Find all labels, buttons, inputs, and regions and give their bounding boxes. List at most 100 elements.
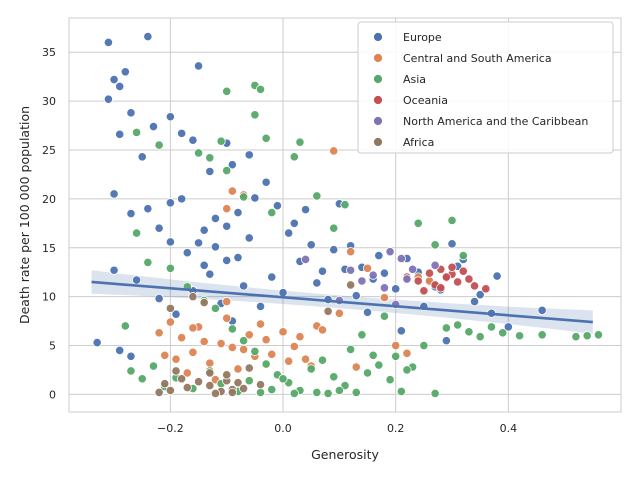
point-asia bbox=[334, 385, 344, 396]
point-asia bbox=[267, 207, 277, 218]
point-asia bbox=[143, 257, 153, 268]
point-europe bbox=[441, 336, 451, 346]
y-tick-label: 35 bbox=[42, 46, 56, 59]
point-europe bbox=[205, 269, 215, 279]
point-europe bbox=[115, 129, 125, 139]
point-central-and-south-america bbox=[289, 341, 299, 352]
point-europe bbox=[199, 225, 209, 235]
point-africa bbox=[160, 379, 170, 389]
point-europe bbox=[362, 307, 373, 317]
point-asia bbox=[137, 374, 147, 384]
point-europe bbox=[205, 166, 215, 177]
point-europe bbox=[154, 223, 164, 233]
point-europe bbox=[300, 205, 311, 215]
point-north-america-and-the-caribbean bbox=[368, 270, 378, 280]
point-africa bbox=[244, 363, 254, 373]
point-asia bbox=[120, 321, 130, 331]
point-europe bbox=[92, 337, 102, 348]
point-central-and-south-america bbox=[205, 358, 215, 368]
point-europe bbox=[193, 238, 204, 248]
point-europe bbox=[306, 240, 316, 250]
point-europe bbox=[177, 194, 187, 204]
point-central-and-south-america bbox=[216, 338, 226, 349]
legend-box bbox=[357, 21, 614, 154]
y-tick-label: 5 bbox=[49, 340, 56, 353]
point-europe bbox=[475, 290, 485, 300]
point-asia bbox=[261, 133, 271, 143]
x-axis-label: Generosity bbox=[311, 447, 379, 462]
legend-marker-north-america-and-the-caribbean bbox=[373, 116, 383, 126]
point-asia bbox=[464, 327, 474, 337]
point-asia bbox=[165, 263, 175, 273]
point-asia bbox=[447, 215, 457, 225]
point-europe bbox=[227, 160, 237, 170]
point-asia bbox=[250, 110, 260, 120]
point-africa bbox=[205, 381, 215, 391]
legend-label-oceania: Oceania bbox=[403, 94, 448, 107]
point-europe bbox=[391, 284, 401, 294]
point-oceania bbox=[436, 283, 446, 293]
point-asia bbox=[362, 368, 373, 378]
y-tick-label: 0 bbox=[49, 388, 56, 401]
point-europe bbox=[109, 189, 119, 199]
point-north-america-and-the-caribbean bbox=[385, 247, 395, 257]
point-europe bbox=[137, 152, 147, 162]
point-europe bbox=[148, 121, 159, 132]
point-asia bbox=[453, 320, 463, 330]
point-africa bbox=[177, 374, 187, 384]
point-asia bbox=[357, 330, 367, 340]
legend-marker-africa bbox=[373, 137, 383, 147]
point-africa bbox=[205, 368, 215, 378]
point-oceania bbox=[453, 277, 463, 287]
point-asia bbox=[131, 127, 142, 137]
point-africa bbox=[222, 370, 232, 380]
point-asia bbox=[126, 366, 136, 376]
y-tick-label: 25 bbox=[42, 144, 56, 157]
point-asia bbox=[458, 250, 468, 261]
point-north-america-and-the-caribbean bbox=[300, 254, 311, 265]
y-axis-label: Death rate per 100 000 population bbox=[17, 106, 32, 324]
point-central-and-south-america bbox=[182, 368, 192, 378]
y-tick-label: 30 bbox=[42, 95, 56, 108]
regression-line-stroke bbox=[91, 280, 593, 324]
point-europe bbox=[131, 275, 142, 285]
point-europe bbox=[115, 81, 125, 92]
point-europe bbox=[188, 135, 198, 145]
point-europe bbox=[126, 108, 136, 118]
point-oceania bbox=[419, 286, 429, 296]
point-central-and-south-america bbox=[362, 263, 373, 273]
point-oceania bbox=[447, 262, 457, 272]
legend-label-asia: Asia bbox=[403, 73, 426, 86]
point-north-america-and-the-caribbean bbox=[379, 283, 390, 293]
point-asia bbox=[402, 365, 412, 375]
point-europe bbox=[284, 228, 294, 238]
point-asia bbox=[255, 387, 266, 398]
point-europe bbox=[143, 204, 153, 214]
point-europe bbox=[222, 221, 232, 231]
point-central-and-south-america bbox=[244, 330, 254, 340]
x-tick-label: 0.4 bbox=[500, 422, 518, 435]
point-asia bbox=[148, 361, 159, 371]
point-central-and-south-america bbox=[154, 328, 164, 338]
y-tick-label: 20 bbox=[42, 193, 56, 206]
point-central-and-south-america bbox=[267, 349, 277, 359]
point-asia bbox=[571, 332, 581, 342]
point-central-and-south-america bbox=[188, 323, 198, 333]
point-asia bbox=[312, 387, 322, 398]
point-europe bbox=[165, 198, 175, 208]
point-central-and-south-america bbox=[239, 344, 249, 355]
point-asia bbox=[267, 384, 277, 395]
point-north-america-and-the-caribbean bbox=[396, 253, 406, 264]
point-asia bbox=[317, 355, 328, 365]
point-asia bbox=[379, 311, 390, 321]
point-europe bbox=[233, 207, 243, 218]
point-asia bbox=[340, 200, 350, 210]
point-asia bbox=[205, 153, 215, 163]
legend-marker-europe bbox=[373, 32, 383, 42]
point-north-america-and-the-caribbean bbox=[357, 276, 367, 286]
point-central-and-south-america bbox=[402, 348, 412, 358]
point-africa bbox=[227, 387, 237, 398]
point-europe bbox=[210, 242, 221, 252]
